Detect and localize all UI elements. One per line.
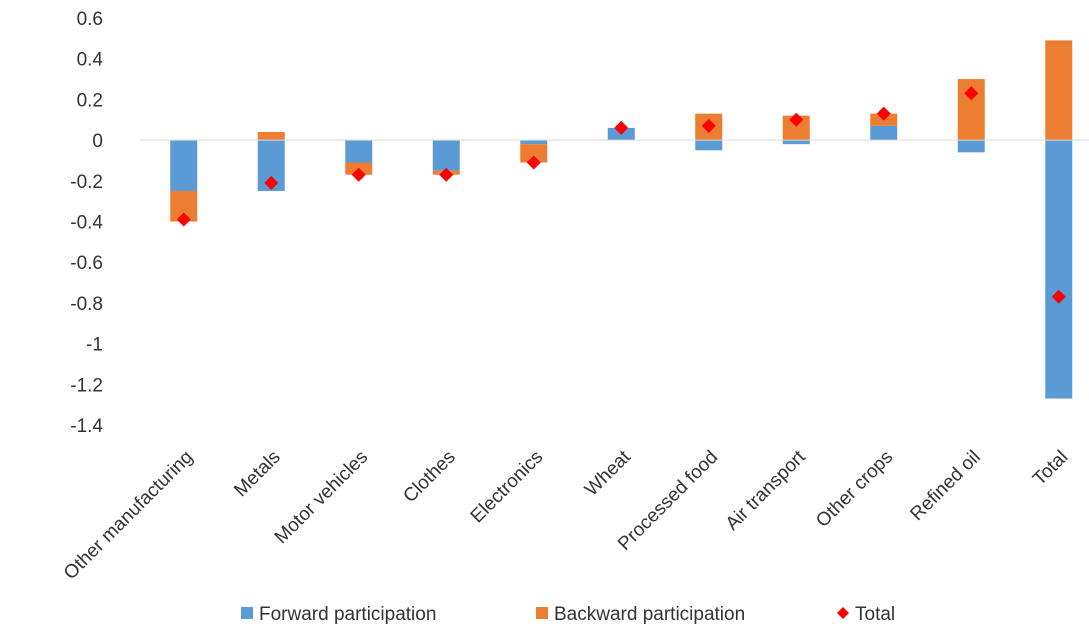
y-tick: -0.8 <box>70 294 103 315</box>
legend-backward-participation: Backward participation <box>536 604 745 625</box>
y-tick-label: -1 <box>86 335 103 356</box>
y-tick: -1.4 <box>70 416 103 437</box>
y-tick-label: 0.6 <box>77 9 103 30</box>
legend-label: Backward participation <box>554 604 745 625</box>
category-label: Other manufacturing <box>60 447 197 584</box>
category-label: Electronics <box>467 447 548 528</box>
total-marker <box>264 175 279 190</box>
total-marker <box>614 120 629 135</box>
y-tick: 0.6 <box>77 9 103 30</box>
backward-participation-bar <box>520 144 548 163</box>
forward-participation-bar <box>957 140 985 153</box>
forward-participation-bar <box>345 140 373 163</box>
legend-forward-participation: Forward participation <box>241 604 436 625</box>
forward-participation-bar <box>520 140 548 145</box>
y-tick: -0.6 <box>70 253 103 274</box>
total-marker <box>701 118 716 133</box>
total-marker <box>789 112 804 127</box>
total-markers <box>176 86 1066 304</box>
category-label: Air transport <box>722 446 811 535</box>
forward-participation-bar <box>870 125 898 141</box>
orange-square-icon <box>536 607 548 619</box>
y-tick-label: 0.2 <box>77 90 103 111</box>
backward-participation-bar <box>1045 40 1073 141</box>
category-label: Wheat <box>581 446 635 500</box>
backward-participation-bar <box>257 131 285 141</box>
category-label: Clothes <box>399 447 459 507</box>
y-tick-label: -0.8 <box>70 294 103 315</box>
y-tick: 0 <box>92 131 103 152</box>
category-label: Metals <box>230 447 284 501</box>
blue-square-icon <box>241 607 253 619</box>
category-label: Refined oil <box>906 447 984 525</box>
forward-participation-bar <box>170 140 198 191</box>
y-tick: -1.2 <box>70 375 103 396</box>
y-tick-label: -1.2 <box>70 375 103 396</box>
forward-participation-bar <box>432 140 460 171</box>
y-tick-label: -1.4 <box>70 416 103 437</box>
y-tick-label: 0 <box>92 131 103 152</box>
forward-participation-bar <box>695 140 723 151</box>
y-tick-label: -0.6 <box>70 253 103 274</box>
total-marker <box>876 106 891 121</box>
y-tick: -0.4 <box>70 213 103 234</box>
forward-participation-bar <box>1045 140 1073 399</box>
category-label: Motor vehicles <box>271 447 372 548</box>
total-marker <box>1051 289 1066 304</box>
y-tick-label: -0.4 <box>70 213 103 234</box>
legend: Forward participation Backward participat… <box>241 604 895 625</box>
legend-label: Forward participation <box>259 604 436 625</box>
red-diamond-icon <box>837 607 849 619</box>
total-marker <box>176 212 191 227</box>
forward-participation-bar <box>782 140 810 145</box>
y-tick: -0.2 <box>70 172 103 193</box>
y-tick: 0.4 <box>77 50 104 71</box>
total-marker <box>526 155 541 170</box>
y-tick-label: 0.4 <box>77 50 104 71</box>
y-axis-ticks: 0.6 0.4 0.2 0 -0.2 -0.4 -0.6 -0.8 -1 -1.2 -1.4 <box>70 9 103 437</box>
y-tick: -1 <box>86 335 103 356</box>
legend-total: Total <box>837 604 895 625</box>
category-label: Other crops <box>812 447 897 532</box>
y-tick-label: -0.2 <box>70 172 103 193</box>
y-tick: 0.2 <box>77 90 103 111</box>
category-label: Total <box>1029 447 1072 490</box>
total-marker <box>351 167 366 182</box>
total-marker <box>964 86 979 101</box>
legend-label: Total <box>855 604 895 625</box>
bars <box>170 40 1073 399</box>
total-marker <box>439 167 454 182</box>
